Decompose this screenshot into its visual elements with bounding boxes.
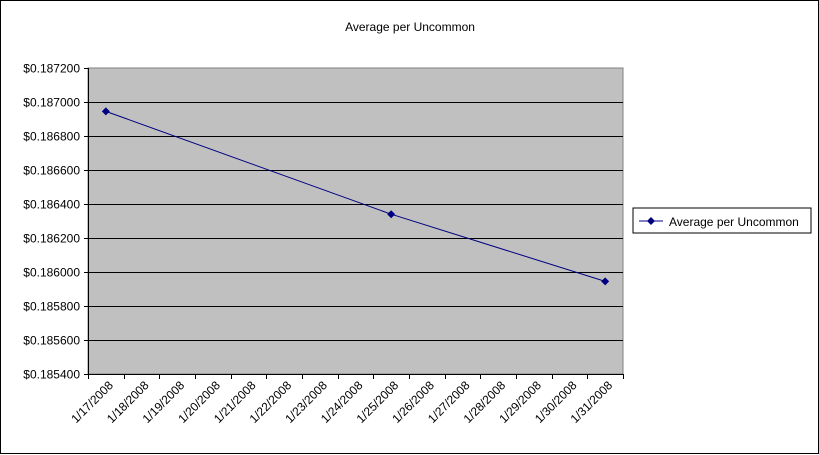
x-axis: 1/17/20081/18/20081/19/20081/20/20081/21…: [68, 374, 624, 426]
data-point: [101, 107, 110, 116]
y-tick-label: $0.185600: [23, 334, 80, 348]
y-tick-label: $0.187200: [23, 62, 80, 76]
y-axis: $0.185400 $0.185600 $0.185800 $0.186000 $0.1…: [23, 62, 89, 382]
data-point: [601, 277, 610, 286]
y-tick-label: $0.187000: [23, 96, 80, 110]
y-tick-label: $0.186200: [23, 232, 80, 246]
data-point: [387, 210, 396, 219]
grid-lines: [88, 102, 623, 341]
legend-label: Average per Uncommon: [669, 215, 799, 229]
y-tick-label: $0.186400: [23, 198, 80, 212]
chart-title: Average per Uncommon: [345, 20, 475, 34]
series-layer: [101, 107, 610, 286]
y-tick-label: $0.186000: [23, 266, 80, 280]
y-tick-label: $0.186600: [23, 164, 80, 178]
legend: Average per Uncommon: [632, 207, 812, 234]
y-tick-label: $0.186800: [23, 130, 80, 144]
plot-area: [87, 67, 624, 375]
y-tick-label: $0.185800: [23, 300, 80, 314]
legend-marker: [647, 217, 655, 225]
y-tick-label: $0.185400: [23, 368, 80, 382]
